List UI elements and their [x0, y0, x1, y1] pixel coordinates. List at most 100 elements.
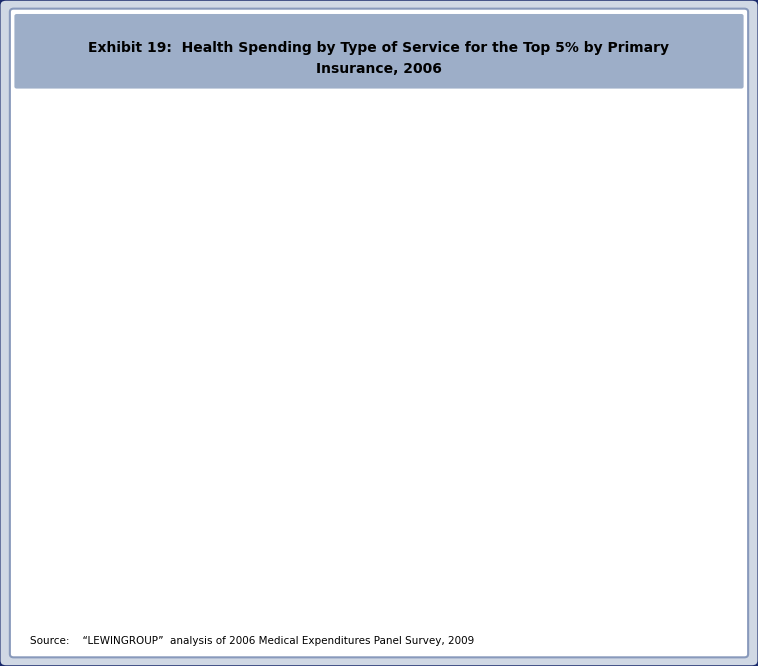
Bar: [625, 312, 680, 318]
Bar: [625, 278, 680, 312]
Bar: [326, 499, 381, 546]
Polygon shape: [266, 94, 274, 121]
Polygon shape: [481, 245, 498, 299]
Polygon shape: [381, 486, 398, 546]
Polygon shape: [525, 488, 598, 500]
Text: $35,816: $35,816: [427, 195, 472, 205]
Text: Insurance, 2006: Insurance, 2006: [316, 61, 442, 76]
Polygon shape: [181, 428, 199, 546]
Bar: [126, 204, 181, 214]
Polygon shape: [581, 488, 598, 546]
Polygon shape: [525, 195, 598, 208]
Bar: [226, 271, 280, 303]
Bar: [525, 285, 581, 326]
Polygon shape: [625, 242, 698, 255]
Polygon shape: [226, 290, 299, 303]
Bar: [226, 484, 280, 546]
Text: Exhibit 19:  Health Spending by Type of Service for the Top 5% by Primary: Exhibit 19: Health Spending by Type of S…: [89, 41, 669, 55]
Polygon shape: [181, 286, 199, 441]
Polygon shape: [395, 94, 402, 121]
Bar: [425, 299, 481, 305]
Polygon shape: [680, 265, 698, 312]
Polygon shape: [525, 272, 598, 285]
Polygon shape: [126, 545, 199, 546]
Polygon shape: [226, 258, 299, 271]
Polygon shape: [126, 191, 199, 204]
Polygon shape: [236, 94, 274, 102]
Bar: [126, 214, 181, 290]
Text: Prescription
Drugs: Prescription Drugs: [521, 97, 583, 119]
Text: Source:    “LEWINGROUP”  analysis of 2006 Medical Expenditures Panel Survey, 200: Source: “LEWINGROUP” analysis of 2006 Me…: [30, 635, 475, 646]
Polygon shape: [326, 320, 398, 332]
Polygon shape: [137, 94, 145, 121]
Polygon shape: [226, 470, 299, 484]
Bar: [108, 102, 137, 121]
Bar: [326, 333, 381, 370]
Polygon shape: [226, 545, 299, 546]
Text: $23,898: $23,898: [327, 303, 373, 313]
Polygon shape: [581, 324, 598, 500]
Polygon shape: [680, 299, 698, 318]
Text: $37,659: $37,659: [527, 178, 572, 188]
Polygon shape: [280, 258, 299, 303]
Polygon shape: [680, 479, 698, 546]
Polygon shape: [525, 314, 598, 326]
Polygon shape: [280, 351, 299, 371]
Bar: [236, 102, 266, 121]
Text: Inpatient: Inpatient: [283, 103, 330, 113]
Polygon shape: [604, 94, 641, 102]
Bar: [326, 332, 381, 333]
Polygon shape: [581, 314, 598, 336]
Polygon shape: [481, 286, 498, 305]
Bar: [625, 318, 680, 492]
Bar: [366, 102, 395, 121]
Polygon shape: [425, 245, 498, 258]
Polygon shape: [625, 545, 698, 546]
Polygon shape: [425, 216, 498, 229]
Text: Office/
Outpatient: Office/ Outpatient: [154, 97, 210, 119]
Text: $32,849: $32,849: [626, 222, 672, 232]
Polygon shape: [425, 545, 498, 546]
Polygon shape: [126, 278, 199, 290]
Polygon shape: [280, 290, 299, 364]
Polygon shape: [181, 278, 199, 299]
Text: Home Health: Home Health: [650, 103, 718, 113]
Polygon shape: [381, 320, 398, 333]
Polygon shape: [226, 358, 299, 371]
Bar: [475, 102, 504, 121]
Polygon shape: [108, 94, 145, 102]
Bar: [604, 102, 633, 121]
Bar: [126, 290, 181, 299]
Bar: [425, 305, 481, 480]
Bar: [425, 229, 481, 258]
Bar: [226, 303, 280, 364]
Polygon shape: [366, 94, 402, 102]
Bar: [625, 255, 680, 278]
Polygon shape: [126, 201, 199, 214]
Polygon shape: [504, 94, 512, 121]
Polygon shape: [226, 351, 299, 364]
Text: $30,660: $30,660: [227, 242, 272, 252]
Bar: [425, 258, 481, 299]
Polygon shape: [425, 292, 498, 305]
Polygon shape: [425, 286, 498, 299]
Polygon shape: [181, 201, 199, 290]
Bar: [326, 378, 381, 499]
Bar: [525, 500, 581, 546]
Bar: [525, 208, 581, 285]
Polygon shape: [326, 320, 398, 333]
Polygon shape: [625, 265, 698, 278]
Polygon shape: [481, 292, 498, 480]
Bar: [326, 370, 381, 378]
Polygon shape: [625, 299, 698, 312]
Polygon shape: [126, 286, 199, 299]
Bar: [226, 364, 280, 371]
Polygon shape: [680, 305, 698, 492]
Polygon shape: [181, 191, 199, 214]
Polygon shape: [633, 94, 641, 121]
Polygon shape: [326, 545, 398, 546]
Text: $38,461: $38,461: [127, 171, 173, 181]
Bar: [525, 336, 581, 500]
Bar: [625, 492, 680, 546]
Polygon shape: [525, 545, 598, 546]
